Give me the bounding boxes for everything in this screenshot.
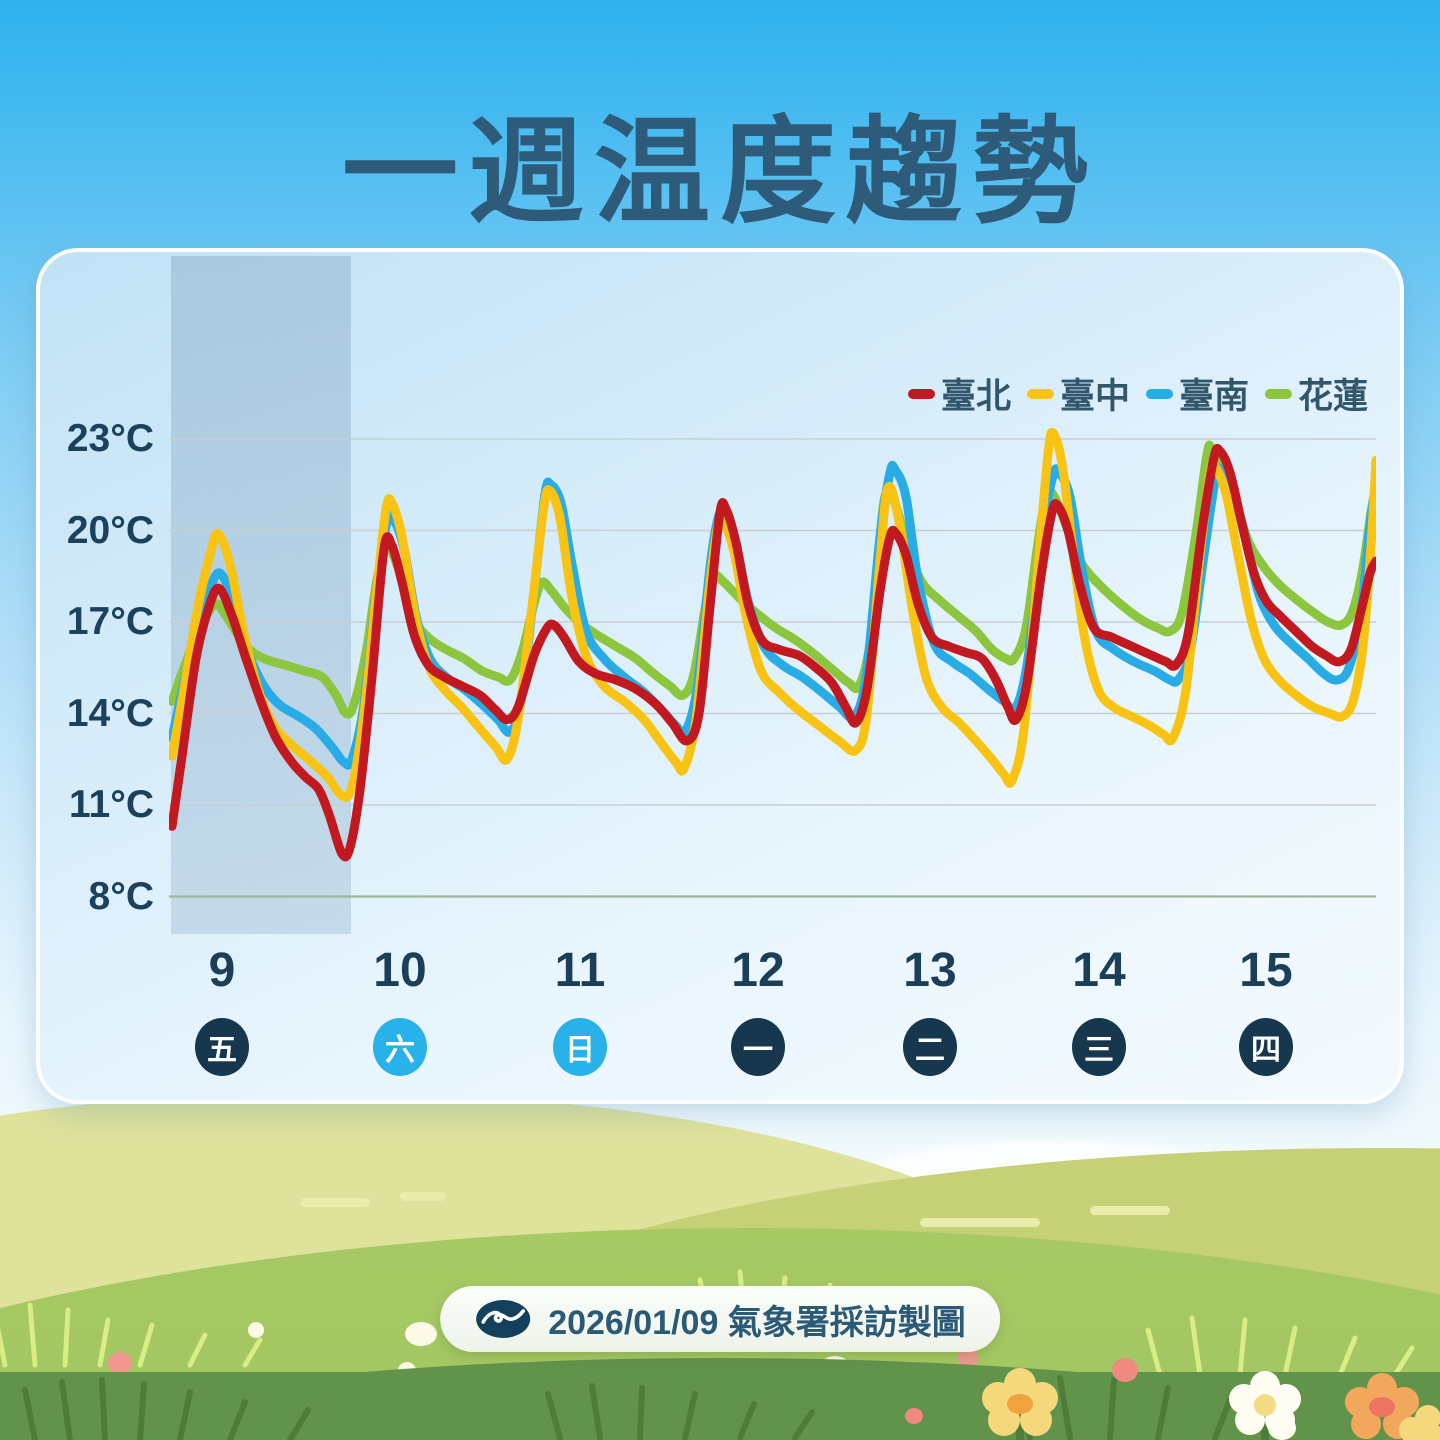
date-column-13: 13 二: [903, 942, 957, 1076]
hill-dash: [1090, 1206, 1170, 1215]
attribution-text: 2026/01/09 氣象署採訪製圖: [548, 1303, 966, 1342]
page-title: 一週温度趨勢: [342, 107, 1098, 237]
weekday-badge-日: 日: [553, 1018, 607, 1076]
chart-panel: 臺北 臺中 臺南 花蓮 23°C 20°C 17°C 14°C 11°C 8°C 9 五 10 六 11…: [36, 248, 1404, 1104]
grass-tuft: [1145, 1315, 1415, 1378]
y-axis-label-20: 20°C: [66, 508, 154, 552]
y-axis-label-8: 8°C: [88, 874, 154, 918]
x-axis-labels: 9 五 10 六 11 日 12 一 13 二 14 三 15 四: [40, 942, 1400, 1108]
date-column-12: 12 一: [731, 942, 785, 1076]
legend-label: 臺北: [940, 377, 1011, 416]
legend-label: 花蓮: [1297, 377, 1368, 416]
date-label: 12: [731, 944, 785, 997]
chart-legend: 臺北 臺中 臺南 花蓮: [907, 368, 1368, 419]
dark-grass: [545, 1383, 815, 1440]
legend-item-hualien: 花蓮: [1264, 368, 1368, 419]
legend-label: 臺中: [1059, 377, 1130, 416]
weekday-badge-四: 四: [1239, 1018, 1293, 1076]
weekday-badge-一: 一: [731, 1018, 785, 1076]
legend-swatch-taipei: [907, 388, 935, 399]
date-column-14: 14 三: [1072, 942, 1126, 1076]
pink-flower-dot: [905, 1408, 923, 1424]
foreground-strip: [0, 1372, 1440, 1440]
date-label: 10: [373, 944, 427, 997]
y-axis-label-17: 17°C: [66, 600, 154, 643]
weekday-badge-三: 三: [1072, 1018, 1126, 1076]
pink-flower-dot: [1112, 1358, 1138, 1382]
date-column-10: 10 六: [373, 942, 427, 1076]
legend-swatch-hualien: [1264, 388, 1292, 399]
dark-grass: [22, 1377, 311, 1440]
date-label: 13: [903, 944, 957, 997]
white-flower: [1229, 1371, 1301, 1440]
legend-label: 臺南: [1178, 377, 1249, 416]
white-flower-dot: [405, 1322, 437, 1346]
y-axis-label-14: 14°C: [66, 691, 154, 735]
pink-flower-dot: [958, 1348, 978, 1368]
grass-tuft: [0, 1302, 263, 1368]
orange-flower: [1345, 1373, 1440, 1440]
date-label: 11: [554, 944, 606, 997]
y-axis-label-11: 11°C: [69, 783, 154, 826]
date-column-11: 11 日: [553, 942, 607, 1076]
date-column-15: 15 四: [1239, 942, 1293, 1076]
legend-swatch-taichung: [1026, 388, 1054, 399]
legend-swatch-tainan: [1145, 388, 1173, 399]
legend-item-tainan: 臺南: [1145, 368, 1249, 419]
weekday-badge-五: 五: [195, 1018, 249, 1076]
date-label: 9: [208, 944, 236, 997]
temperature-chart: [169, 427, 1376, 898]
hill-dash: [920, 1218, 1040, 1227]
yellow-flower: [982, 1368, 1058, 1440]
hill-dash: [300, 1198, 370, 1207]
legend-item-taipei: 臺北: [907, 368, 1011, 419]
hill-dash: [400, 1192, 446, 1201]
y-axis-label-23: 23°C: [66, 417, 154, 460]
date-label: 14: [1072, 944, 1126, 997]
weekday-badge-二: 二: [903, 1018, 957, 1076]
white-flower-dot: [1268, 1416, 1296, 1440]
date-label: 15: [1239, 944, 1293, 997]
white-flower-dot: [248, 1322, 264, 1338]
pink-flower-dot: [108, 1352, 132, 1374]
weekday-badge-六: 六: [373, 1018, 427, 1076]
legend-item-taichung: 臺中: [1026, 368, 1130, 419]
cwa-logo-icon: [476, 1300, 531, 1338]
attribution-pill: 2026/01/09 氣象署採訪製圖: [440, 1286, 1000, 1352]
series-taipei: [169, 443, 1376, 862]
